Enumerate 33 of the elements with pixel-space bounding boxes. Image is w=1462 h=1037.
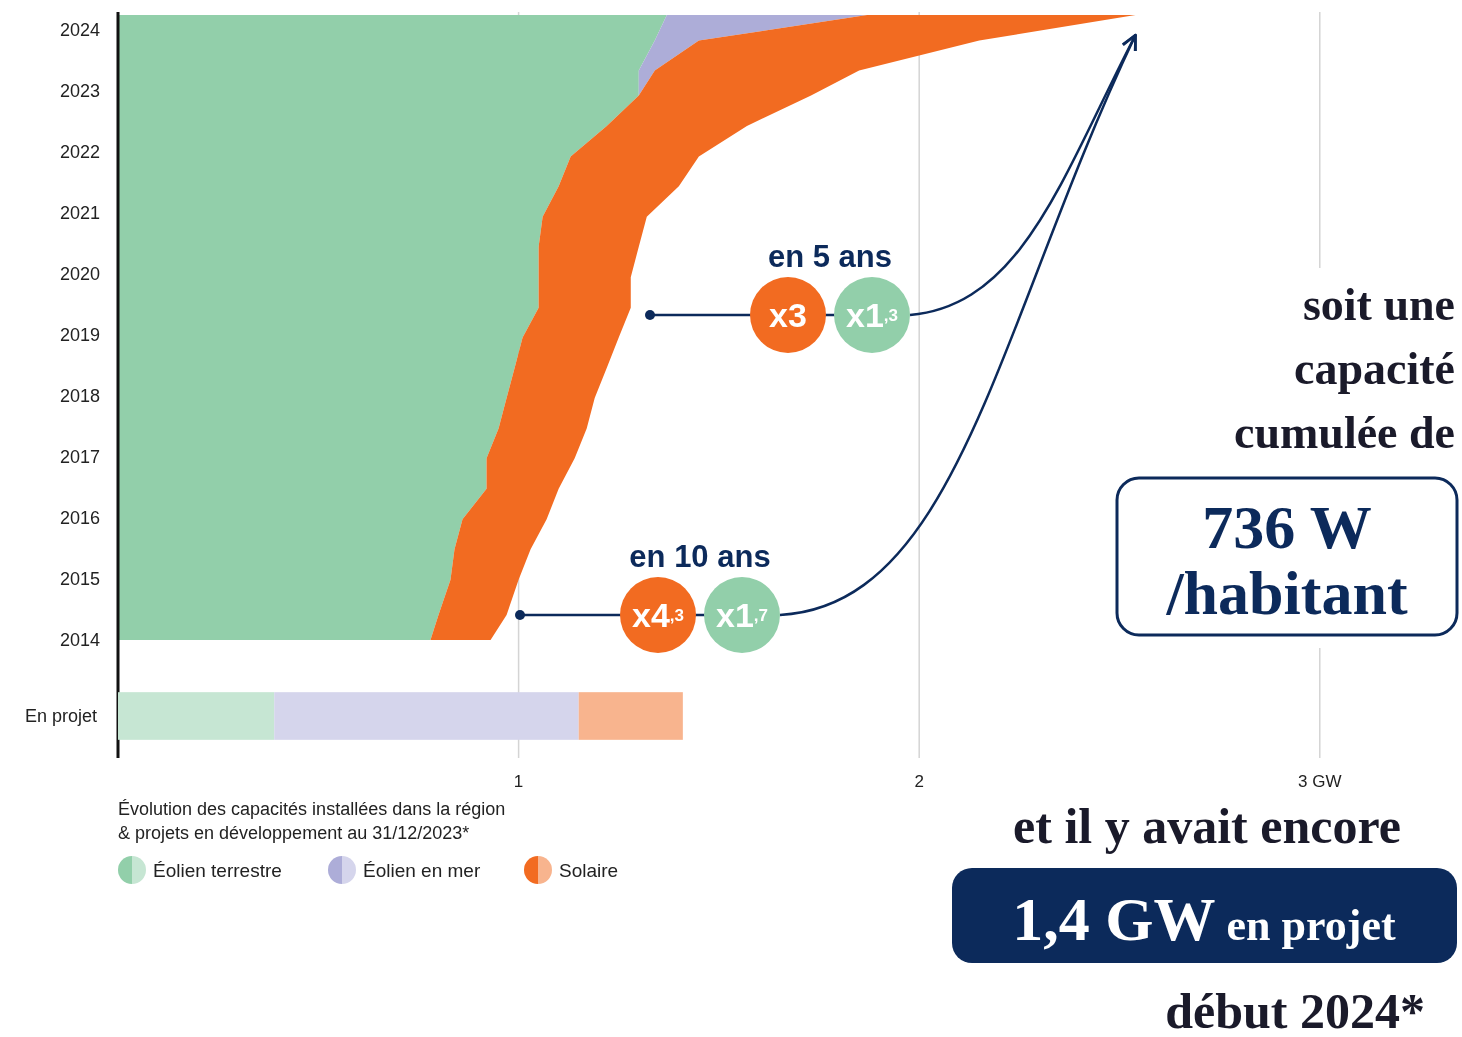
- legend-label: Éolien en mer: [363, 860, 481, 881]
- annotation: soit une capacité cumulée de: [1233, 279, 1455, 458]
- bar: [118, 692, 275, 740]
- y-tick-label: 2021: [59, 203, 100, 224]
- annotation: en 10 ans: [629, 539, 771, 574]
- y-tick-label: 2014: [59, 630, 100, 650]
- y-tick-label: 2015: [59, 569, 100, 590]
- x-tick-label: 2: [914, 772, 924, 791]
- y-tick-label: En projet: [24, 706, 97, 726]
- annotation: en 5 ans: [767, 239, 893, 274]
- y-tick-label: 2024: [59, 20, 100, 41]
- y-tick-label: 2017: [59, 447, 100, 468]
- text: début 2024*: [1165, 983, 1425, 1037]
- legend-label: Solaire: [559, 860, 619, 881]
- y-tick-label: 2023: [59, 81, 100, 102]
- y-tick-label: 2016: [59, 508, 100, 529]
- x-tick-label: 3 GW: [1298, 772, 1342, 791]
- y-tick-label: 2022: [59, 142, 100, 163]
- text: Évolution des capacités installées dans la région & projets en développement au 31/12/2023*: [118, 799, 506, 843]
- annotation: x1$^{,3}$: [845, 296, 899, 334]
- annotation: 736 W /habitant: [1165, 493, 1408, 627]
- x-tick-label: 1: [513, 772, 524, 791]
- annotation: x4$^{,3}$: [631, 596, 685, 634]
- text: 1,4 GW en projet: [1012, 885, 1396, 953]
- y-tick-label: 2018: [59, 386, 100, 407]
- y-tick-label: 2019: [59, 325, 100, 346]
- annotation: x3: [769, 296, 807, 334]
- annotation: x1$^{,7}$: [715, 596, 769, 634]
- bar: [274, 692, 579, 740]
- legend-label: Éolien terrestre: [153, 860, 282, 881]
- bar: [578, 692, 683, 740]
- y-tick-label: 2020: [59, 264, 100, 285]
- text: et il y avait encore: [1013, 798, 1401, 854]
